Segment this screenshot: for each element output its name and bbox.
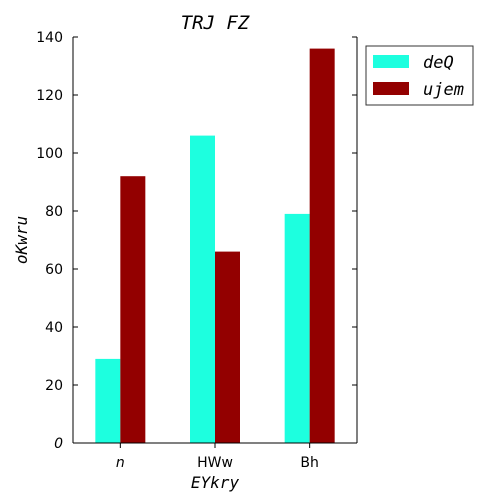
bar-deq-bh bbox=[284, 213, 310, 443]
y-tick-label: 40 bbox=[45, 320, 63, 336]
bar-ujem-n bbox=[120, 176, 146, 443]
legend-swatch-deq bbox=[373, 55, 409, 68]
y-tick-label: 0 bbox=[54, 436, 63, 452]
y-tick-label: 80 bbox=[45, 204, 63, 220]
y-tick-label: 60 bbox=[45, 262, 63, 278]
y-tick-label: 100 bbox=[36, 146, 63, 162]
y-axis-title: oKwru bbox=[12, 216, 31, 264]
x-tick-label: n bbox=[116, 455, 125, 471]
legend-label-ujem: ujem bbox=[423, 80, 464, 100]
chart-title: TRJ FZ bbox=[181, 12, 250, 34]
legend: deQ ujem bbox=[365, 45, 474, 106]
bar-deq-n bbox=[95, 358, 121, 443]
y-tick-label: 20 bbox=[45, 378, 63, 394]
bar-ujem-hww bbox=[215, 251, 240, 443]
ticks-layer: n HWw Bh 0 20 40 60 80 100 120 140 bbox=[36, 30, 357, 471]
legend-swatch-ujem bbox=[373, 82, 409, 95]
legend-label-deq: deQ bbox=[423, 53, 454, 73]
bars-layer bbox=[95, 48, 335, 443]
y-tick-label: 120 bbox=[36, 88, 63, 104]
x-tick-label: Bh bbox=[300, 455, 318, 471]
x-tick-label: HWw bbox=[197, 455, 233, 471]
bar-ujem-bh bbox=[309, 48, 335, 443]
y-tick-label: 140 bbox=[36, 30, 63, 46]
x-axis-title: EYkry bbox=[191, 473, 240, 492]
bar-deq-hww bbox=[190, 135, 215, 443]
